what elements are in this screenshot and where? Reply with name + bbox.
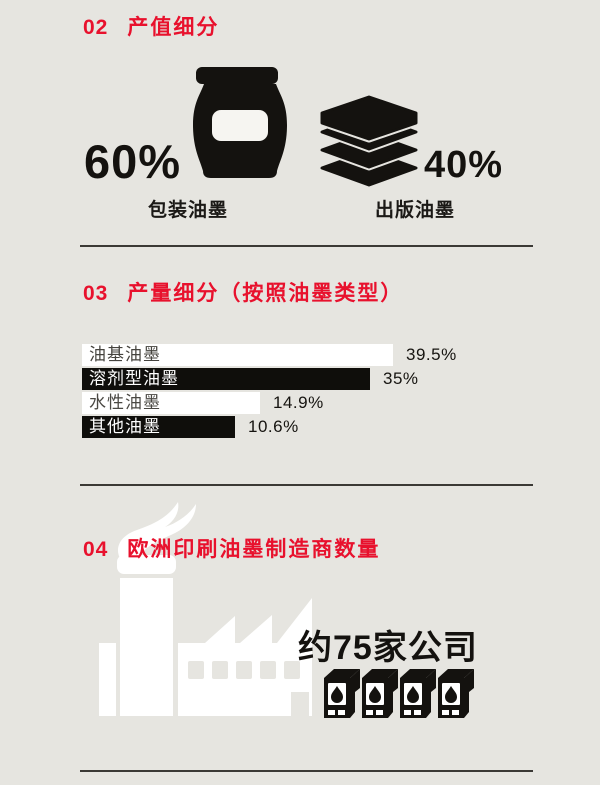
ink-jar-icon [193,67,287,178]
bar-value: 39.5% [406,345,457,364]
publication-ink-percentage: 40% [424,144,504,186]
bar-row-oil-based: 油基油墨 39.5% [82,344,457,366]
section-divider [80,770,533,772]
section-number: 04 [83,538,109,561]
bar-row-solvent: 溶剂型油墨 35% [82,368,457,390]
smoke-icon [117,502,196,560]
bar-value: 10.6% [248,417,299,436]
bar-label: 水性油墨 [89,393,161,412]
company-count-text: 约75家公司 [298,629,478,667]
publication-ink-label: 出版油墨 [374,200,455,221]
ink-cartridge-icon [400,669,436,718]
bar-value: 35% [383,369,419,388]
bar-label: 溶剂型油墨 [89,369,179,388]
ink-cartridge-icon [438,669,474,718]
bar-row-water-based: 水性油墨 14.9% [82,392,457,414]
bar-solvent-ink: 溶剂型油墨 [82,368,370,390]
bar-oil-based-ink: 油基油墨 [82,344,393,366]
factory-icon [99,502,312,716]
section-title-text: 产值细分 [127,16,220,39]
section-04-title: 04 欧洲印刷油墨制造商数量 [83,533,380,563]
ink-cartridge-icon [324,669,360,718]
bar-value: 14.9% [273,393,324,412]
packaging-ink-percentage: 60% [84,135,182,188]
section-03-title: 03 产量细分（按照油墨类型） [83,277,403,307]
bar-other-ink: 其他油墨 [82,416,235,438]
packaging-ink-label: 包装油墨 [147,200,228,221]
bar-water-based-ink: 水性油墨 [82,392,260,414]
paper-stack-icon [318,93,420,187]
section-number: 03 [83,282,109,305]
section-02-title: 02 产值细分 [83,11,219,41]
bar-row-other: 其他油墨 10.6% [82,416,457,438]
bar-chart: 油基油墨 39.5% 溶剂型油墨 35% 水性油墨 14.9% 其他油墨 10.… [82,344,457,440]
section-title-text: 欧洲印刷油墨制造商数量 [127,538,381,561]
section-divider [80,484,533,486]
section-divider [80,245,533,247]
bar-label: 油基油墨 [89,345,161,364]
section-title-text: 产量细分（按照油墨类型） [127,282,404,305]
bar-label: 其他油墨 [89,417,161,436]
ink-cartridge-icon [362,669,398,718]
section-number: 02 [83,16,109,39]
